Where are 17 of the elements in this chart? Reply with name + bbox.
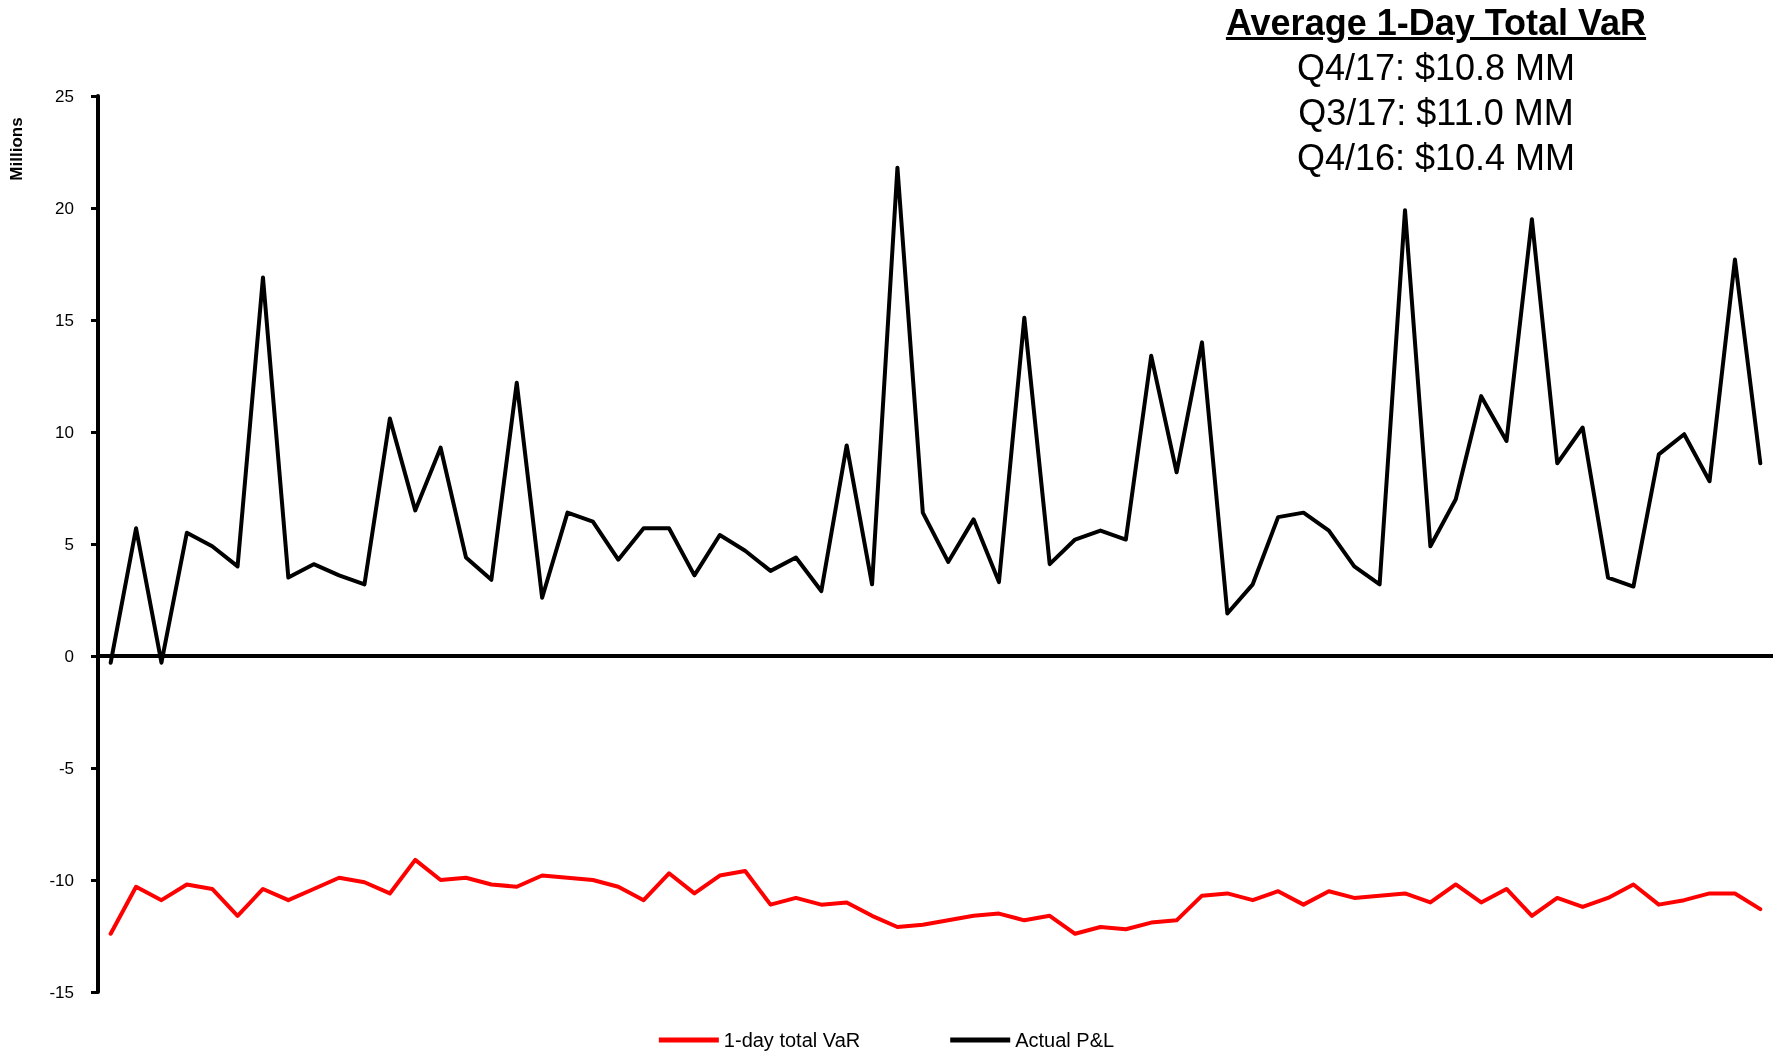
y-tick-label: -5	[58, 758, 74, 778]
y-tick-label: 0	[64, 646, 74, 666]
y-tick-label: -10	[49, 870, 74, 890]
annotation: Q3/17: $11.0 MM	[1297, 91, 1575, 135]
legend-label: 1-day total VaR	[723, 1029, 861, 1051]
y-tick-label: 25	[55, 86, 74, 106]
y-tick-label: 20	[55, 198, 74, 218]
line-series	[108, 857, 1763, 936]
legend-label: Actual P&L	[1015, 1029, 1115, 1051]
y-axis-title: Millions	[6, 117, 26, 181]
y-tick-label: 15	[55, 310, 74, 330]
text: Average 1-Day Total VaR	[1225, 1, 1647, 45]
y-tick-label: -15	[49, 982, 74, 1002]
annotation: Q4/16: $10.4 MM	[1295, 136, 1577, 180]
text: Q4/17: $10.8 MM	[1295, 46, 1577, 90]
y-tick-label: 5	[64, 534, 74, 554]
y-tick-label: 10	[55, 422, 74, 442]
